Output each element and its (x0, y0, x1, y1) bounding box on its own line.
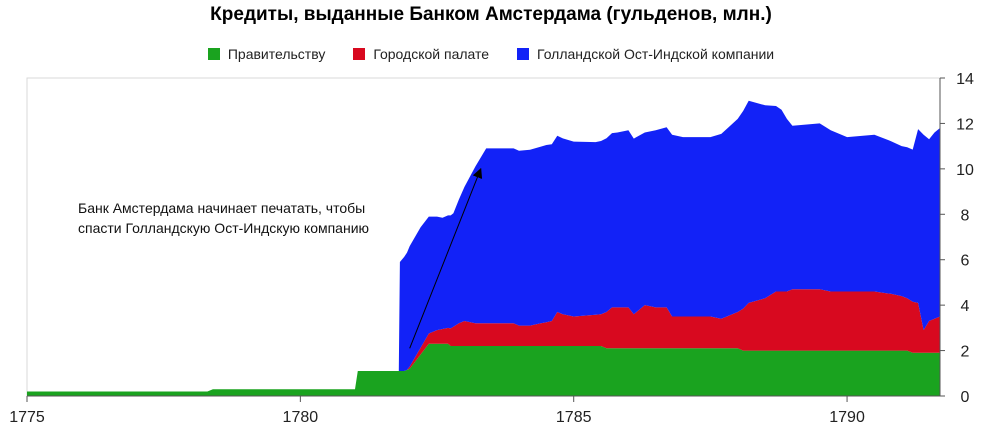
legend-item-government: Правительству (207, 46, 326, 62)
legend-label-voc: Голландской Ост-Индской компании (537, 46, 775, 62)
x-tick-label: 1780 (283, 409, 319, 426)
y-tick-label: 0 (961, 389, 970, 406)
area-voc (27, 100, 940, 392)
y-axis-ticks: 0 2 4 6 8 10 12 14 (940, 71, 974, 406)
x-tick-label: 1785 (556, 409, 592, 426)
legend-label-government: Правительству (227, 46, 326, 62)
x-axis-ticks: 1775 1780 1785 1790 (9, 396, 865, 426)
y-tick-label: 4 (961, 298, 970, 315)
y-tick-label: 14 (956, 71, 974, 88)
legend-item-voc: Голландской Ост-Индской компании (517, 46, 774, 62)
area-city-chamber (27, 289, 940, 392)
legend-swatch-city-chamber (353, 48, 366, 60)
y-tick-label: 12 (956, 116, 974, 133)
y-tick-label: 10 (956, 162, 974, 179)
area-government (27, 343, 940, 396)
y-tick-label: 6 (961, 253, 970, 270)
y-tick-label: 8 (961, 207, 970, 224)
x-tick-label: 1790 (829, 409, 865, 426)
annotation-arrow (409, 167, 483, 349)
legend-swatch-government (207, 48, 220, 60)
stacked-areas (27, 100, 940, 396)
legend-label-city-chamber: Городской палате (373, 46, 490, 62)
legend-item-city-chamber: Городской палате (353, 46, 489, 62)
legend-swatch-voc (517, 48, 530, 60)
legend: Правительству Городской палате Голландск… (0, 46, 982, 62)
y-tick-label: 2 (961, 344, 970, 361)
annotation-text: Банк Амстердама начинает печатать, чтобы… (78, 200, 370, 236)
chart-title: Кредиты, выданные Банком Амстердама (гул… (210, 4, 772, 25)
x-tick-label: 1775 (9, 409, 45, 426)
